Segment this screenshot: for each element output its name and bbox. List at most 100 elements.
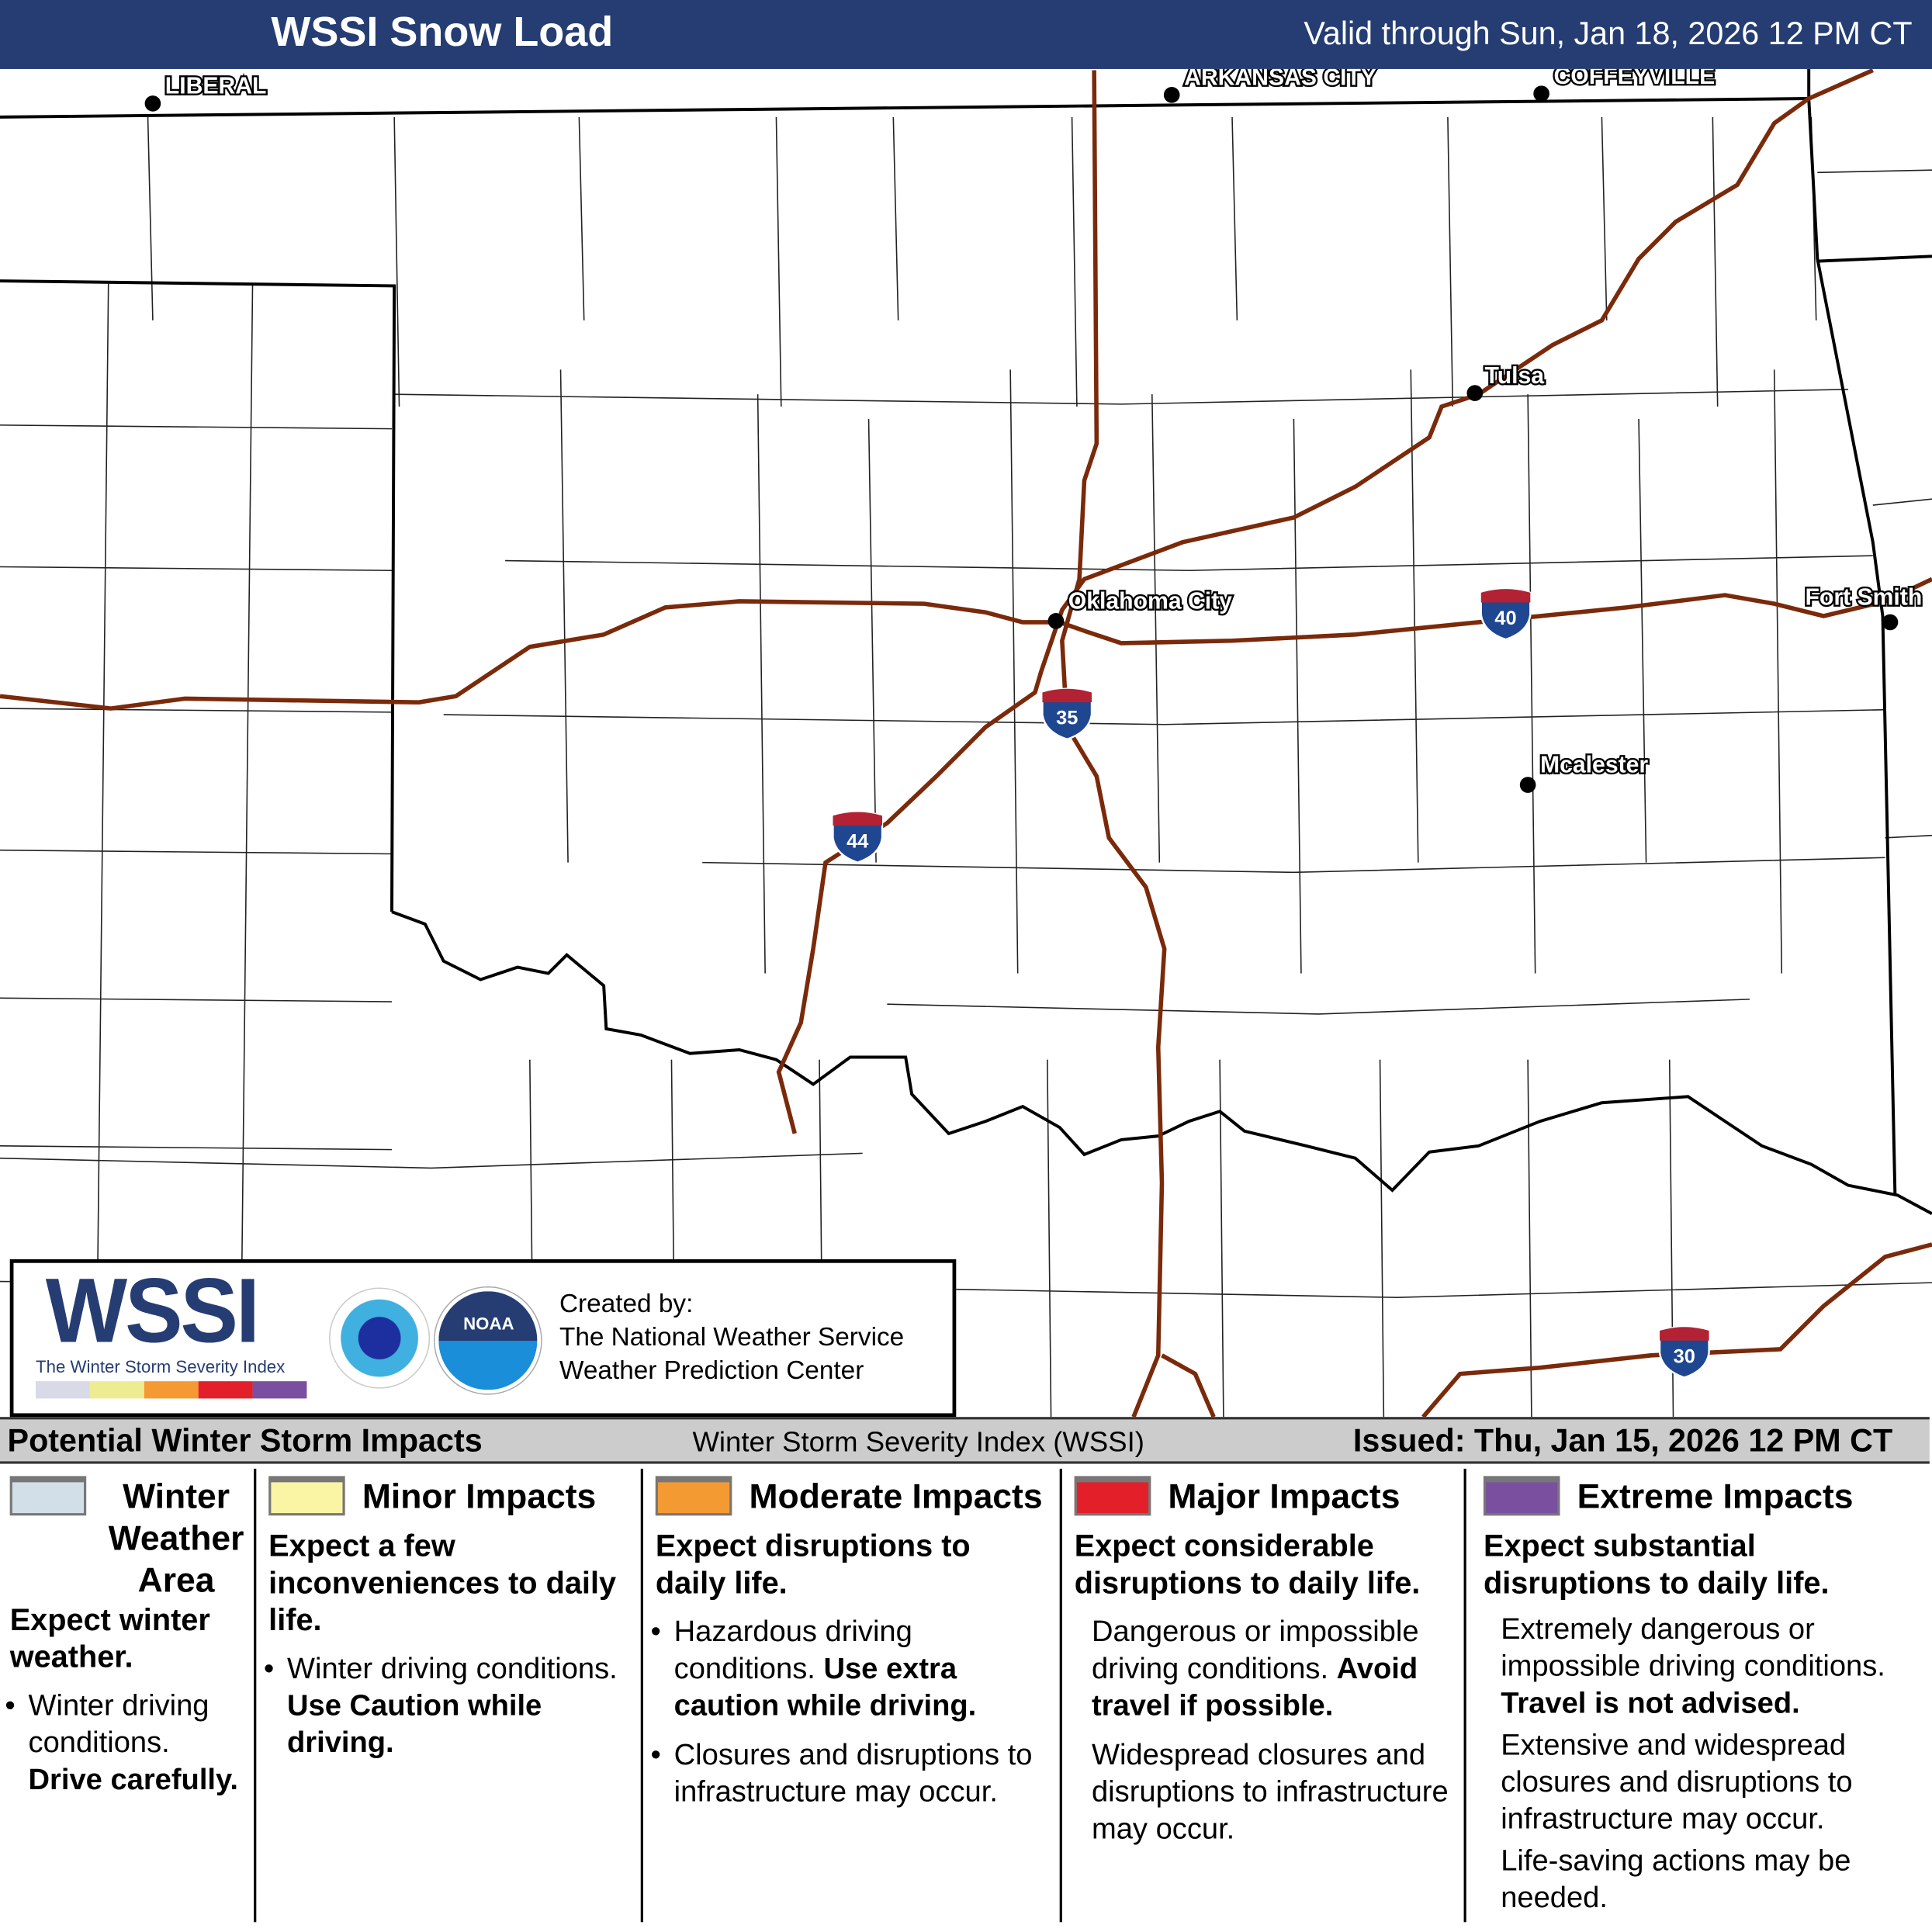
city-tulsa: Tulsa bbox=[1466, 361, 1546, 401]
wssi-subtitle: The Winter Storm Severity Index bbox=[36, 1356, 286, 1376]
legend-title: Minor Impacts bbox=[362, 1477, 597, 1516]
county-line bbox=[1712, 116, 1719, 407]
valid-time: Valid through Sun, Jan 18, 2026 12 PM CT bbox=[1304, 15, 1913, 52]
county-line bbox=[757, 394, 766, 974]
county-line bbox=[0, 708, 392, 713]
svg-text:COFFEYVILLE: COFFEYVILLE bbox=[1553, 69, 1715, 89]
county-line bbox=[393, 116, 400, 407]
interstate-route bbox=[776, 68, 1874, 1134]
svg-text:Mcalester: Mcalester bbox=[1540, 753, 1648, 778]
legend-bullet: Winter driving conditions. bbox=[28, 1689, 209, 1760]
county-line bbox=[1009, 369, 1019, 974]
county-line bbox=[1071, 116, 1078, 407]
legend-bullet: Extremely dangerous or impossible drivin… bbox=[1501, 1612, 1885, 1684]
city-fort-smith: Fort Smith bbox=[1803, 583, 1924, 631]
svg-text:40: 40 bbox=[1494, 608, 1516, 629]
created-by: Created by: bbox=[559, 1290, 694, 1319]
county-line bbox=[1047, 1059, 1052, 1418]
legend-title: Extreme Impacts bbox=[1577, 1477, 1854, 1516]
interstate-route bbox=[1421, 1242, 1932, 1418]
map-title: WSSI Snow Load bbox=[271, 9, 614, 56]
county-line bbox=[1219, 1059, 1224, 1418]
legend-bullet: Extensive and widespread closures and di… bbox=[1501, 1728, 1853, 1837]
legend-title: Winter Weather Area bbox=[108, 1477, 244, 1600]
interstate-44-shield: 44 bbox=[832, 811, 884, 864]
divider bbox=[1059, 1468, 1062, 1923]
svg-text:Oklahoma City: Oklahoma City bbox=[1068, 588, 1232, 614]
county-line bbox=[0, 1152, 863, 1169]
org-wpc: Weather Prediction Center bbox=[559, 1356, 864, 1385]
impact-legend: Winter Weather Area Expect winter weathe… bbox=[0, 1464, 1932, 1932]
legend-winter-weather: Winter Weather Area Expect winter weathe… bbox=[0, 1464, 254, 1927]
county-line bbox=[578, 116, 585, 320]
svg-text:30: 30 bbox=[1674, 1345, 1695, 1367]
county-line bbox=[862, 1282, 1932, 1298]
svg-text:44: 44 bbox=[847, 831, 868, 853]
county-line bbox=[1231, 116, 1238, 320]
swatch bbox=[655, 1476, 732, 1516]
legend-desc: Expect winter weather. bbox=[9, 1603, 210, 1675]
legend-bullet-bold: Travel is not advised. bbox=[1501, 1686, 1800, 1720]
issued-time: Issued: Thu, Jan 15, 2026 12 PM CT bbox=[1352, 1421, 1893, 1459]
county-line bbox=[95, 283, 109, 1418]
county-line bbox=[0, 566, 392, 572]
divider bbox=[254, 1468, 257, 1923]
county-line bbox=[0, 849, 392, 855]
city-oklahoma-city: Oklahoma City bbox=[1047, 587, 1234, 629]
county-line bbox=[0, 1145, 392, 1151]
border-texas-panhandle bbox=[0, 279, 396, 912]
swatch bbox=[1074, 1476, 1151, 1516]
legend-bullet: Winter driving conditions. bbox=[287, 1652, 618, 1686]
svg-text:35: 35 bbox=[1056, 708, 1078, 729]
legend-bullet-bold: Use Caution while driving. bbox=[287, 1689, 542, 1760]
legend-title: Potential Winter Storm Impacts bbox=[7, 1421, 483, 1459]
credits: Created by: The National Weather Service… bbox=[559, 1287, 904, 1387]
legend-bullet: Widespread closures and disruptions to i… bbox=[1091, 1738, 1449, 1846]
border-red-river bbox=[391, 910, 1932, 1215]
county-line bbox=[1885, 834, 1932, 839]
legend-desc: Expect substantial disruptions to daily … bbox=[1483, 1529, 1830, 1601]
legend-bullet-bold: Use extra caution while driving. bbox=[673, 1652, 977, 1723]
legend-bullet: Hazardous driving conditions. bbox=[673, 1615, 912, 1686]
interstate-40-shield: 40 bbox=[1480, 587, 1532, 641]
legend-bullet: Dangerous or impossible driving conditio… bbox=[1091, 1615, 1419, 1686]
county-line bbox=[1293, 418, 1302, 974]
county-line bbox=[147, 116, 154, 320]
county-line bbox=[0, 997, 392, 1002]
legend-title: Moderate Impacts bbox=[749, 1477, 1043, 1516]
interstate-30-shield: 30 bbox=[1658, 1326, 1710, 1379]
scale-swatch bbox=[252, 1381, 307, 1399]
swatch bbox=[9, 1476, 87, 1516]
scale-swatch bbox=[89, 1381, 144, 1399]
legend-desc: Expect disruptions to daily life. bbox=[655, 1529, 971, 1601]
scale-swatch bbox=[198, 1381, 253, 1399]
interstate-shields: 40 35 44 30 bbox=[832, 587, 1710, 1379]
legend-bullet-bold: Drive carefully. bbox=[28, 1763, 238, 1797]
map: 40 35 44 30 LIBERAL ARKANSAS CITY COFFEYVILLE… bbox=[0, 68, 1932, 1418]
cities: LIBERAL ARKANSAS CITY COFFEYVILLE Tulsa Okla… bbox=[144, 69, 1924, 793]
interstate-route bbox=[1060, 70, 1167, 1418]
noaa-text: NOAA bbox=[463, 1313, 514, 1334]
city-liberal: LIBERAL bbox=[144, 71, 268, 112]
county-line bbox=[505, 555, 1873, 572]
header: WSSI Snow Load Valid through Sun, Jan 18… bbox=[0, 0, 1932, 69]
city-mcalester: Mcalester bbox=[1519, 750, 1650, 793]
city-arkansas-city: ARKANSAS CITY bbox=[1163, 69, 1378, 103]
divider bbox=[640, 1468, 643, 1923]
legend-header: Potential Winter Storm Impacts Winter St… bbox=[0, 1417, 1930, 1464]
county-line bbox=[867, 418, 877, 863]
index-name: Winter Storm Severity Index (WSSI) bbox=[692, 1425, 1144, 1458]
svg-text:ARKANSAS CITY: ARKANSAS CITY bbox=[1184, 69, 1376, 91]
scale-swatch bbox=[36, 1381, 90, 1399]
swatch bbox=[268, 1476, 345, 1516]
logo-box: WSSI The Winter Storm Severity Index NOA… bbox=[9, 1259, 957, 1418]
swatch bbox=[1483, 1476, 1560, 1516]
county-line bbox=[1447, 116, 1454, 407]
county-line bbox=[1151, 394, 1161, 863]
legend-title: Major Impacts bbox=[1168, 1477, 1401, 1516]
wssi-color-scale bbox=[36, 1381, 307, 1399]
county-line bbox=[559, 369, 569, 863]
county-line bbox=[394, 389, 1849, 405]
border-kansas-oklahoma bbox=[0, 97, 1809, 119]
interstates bbox=[0, 68, 1932, 1418]
